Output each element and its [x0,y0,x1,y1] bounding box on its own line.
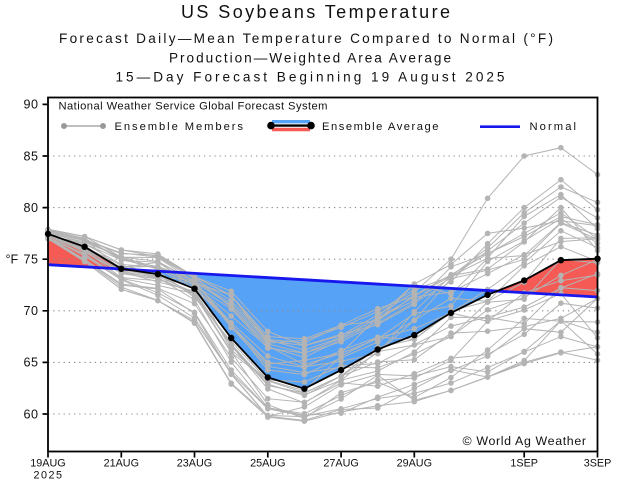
svg-text:Ensemble Members: Ensemble Members [115,121,244,133]
svg-text:80: 80 [23,201,38,215]
svg-text:19AUG: 19AUG [30,458,65,470]
svg-text:29AUG: 29AUG [397,458,432,470]
svg-text:70: 70 [23,304,38,318]
svg-text:65: 65 [23,356,38,370]
svg-text:°F: °F [6,253,19,267]
svg-text:90: 90 [23,98,38,112]
svg-text:25AUG: 25AUG [250,458,285,470]
svg-text:85: 85 [23,149,38,163]
svg-text:75: 75 [23,253,38,267]
svg-text:3SEP: 3SEP [584,458,612,470]
svg-text:23AUG: 23AUG [177,458,212,470]
svg-text:2025: 2025 [34,470,63,482]
svg-text:21AUG: 21AUG [104,458,139,470]
svg-text:Forecast Daily—Mean Temperatur: Forecast Daily—Mean Temperature Compared… [59,31,553,46]
svg-text:27AUG: 27AUG [323,458,358,470]
svg-text:60: 60 [23,407,38,421]
svg-text:© World Ag Weather: © World Ag Weather [463,434,587,448]
svg-text:Ensemble Average: Ensemble Average [322,121,439,133]
svg-text:1SEP: 1SEP [510,458,538,470]
svg-text:Production—Weighted Area Avera: Production—Weighted Area Average [169,50,451,65]
svg-text:National Weather Service Globa: National Weather Service Global Forecast… [59,100,328,112]
